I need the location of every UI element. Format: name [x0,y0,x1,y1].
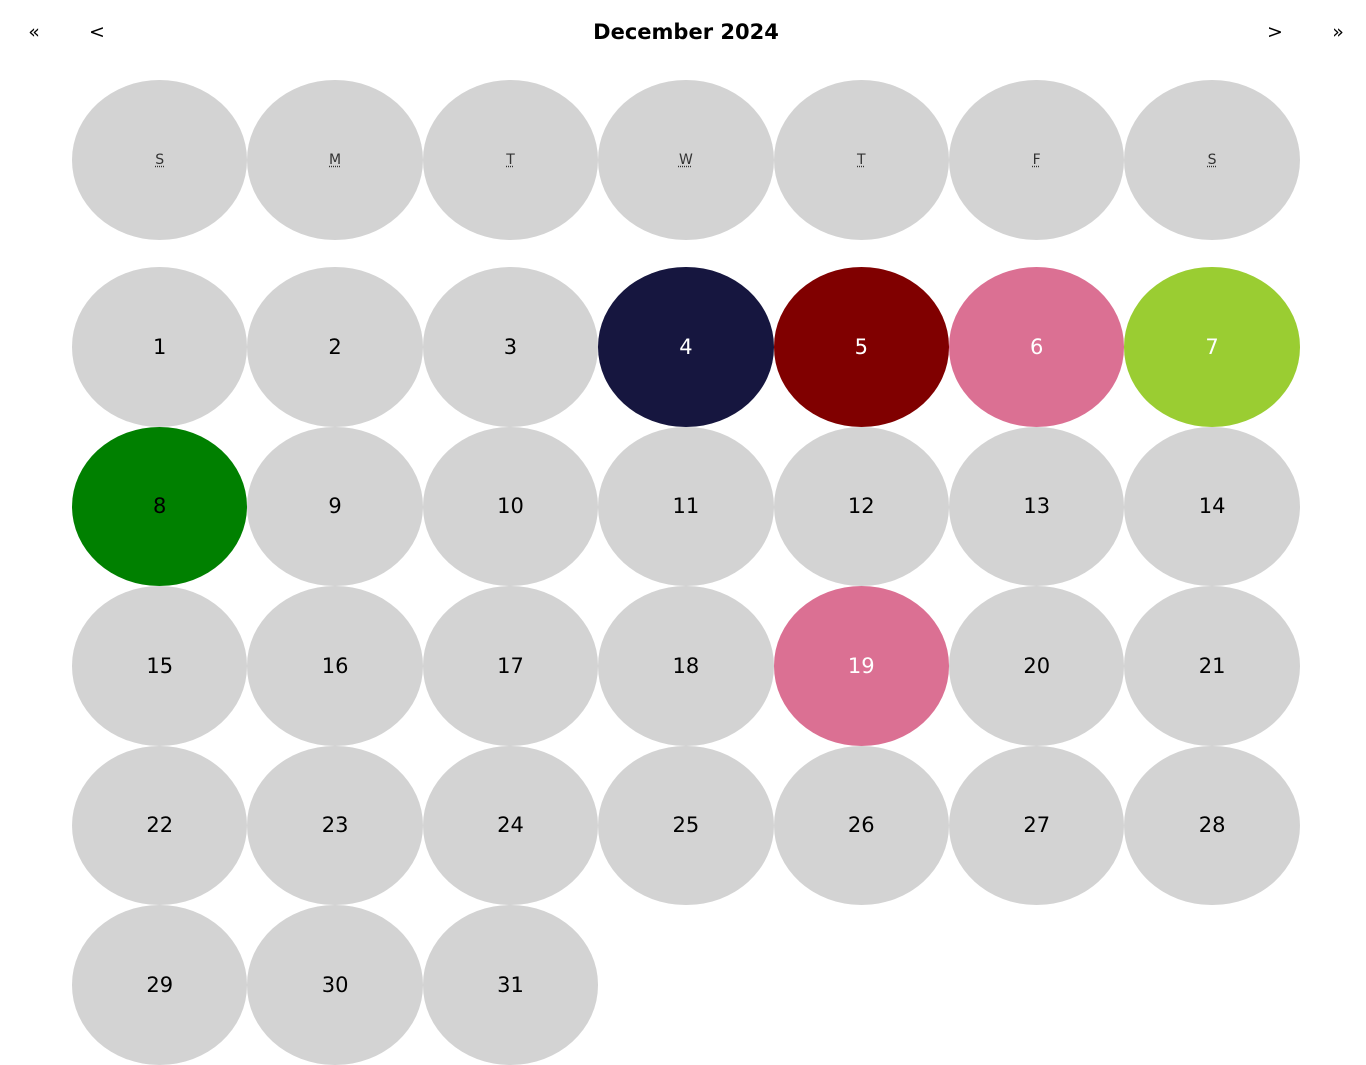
day-tile[interactable]: 7 [1124,267,1300,427]
weekday-label: T [506,152,515,168]
day-tile[interactable]: 14 [1124,426,1300,586]
day-tile[interactable]: 19 [773,586,949,746]
weekday-label: S [1207,152,1217,168]
day-tile[interactable]: 18 [598,586,774,746]
day-tile[interactable]: 11 [598,426,774,586]
weekday-thursday: T [773,80,949,240]
weekday-friday: F [949,80,1125,240]
day-tile[interactable]: 30 [247,905,423,1065]
day-tile[interactable]: 20 [949,586,1125,746]
day-tile[interactable]: 31 [422,905,599,1065]
day-tile[interactable]: 15 [72,586,248,746]
weekday-header-row: S M T W T F S [72,80,1300,240]
day-tile[interactable]: 6 [949,267,1125,427]
day-tile[interactable]: 21 [1124,586,1300,746]
day-tile[interactable]: 12 [773,426,949,586]
day-tile[interactable]: 26 [773,745,949,905]
weekday-wednesday: W [598,80,774,240]
day-tile[interactable]: 4 [598,267,774,427]
weekday-sunday: S [72,80,248,240]
weekday-tuesday: T [422,80,599,240]
day-tile[interactable]: 16 [247,586,423,746]
next-year-button[interactable]: » [1316,14,1360,50]
day-grid: 1 2 3 4 5 6 7 8 9 10 11 12 13 14 15 16 17 18 19 20 21 22 23 24 2… [72,267,1300,1065]
weekday-label: M [329,152,342,168]
day-tile[interactable]: 28 [1124,745,1300,905]
day-tile[interactable]: 2 [247,267,423,427]
prev-month-button[interactable]: < [75,14,119,50]
weekday-label: F [1032,152,1041,168]
day-tile[interactable]: 17 [422,586,599,746]
weekday-monday: M [247,80,423,240]
day-tile[interactable]: 9 [247,426,423,586]
month-year-title[interactable]: December 2024 [400,14,972,50]
calendar-navigation: « < December 2024 > » [0,0,1366,62]
day-tile[interactable]: 13 [949,426,1125,586]
weekday-saturday: S [1124,80,1300,240]
next-month-button[interactable]: > [1253,14,1297,50]
day-tile[interactable]: 22 [72,745,248,905]
day-tile[interactable]: 23 [247,745,423,905]
day-tile[interactable]: 1 [72,267,248,427]
day-tile[interactable]: 24 [422,745,599,905]
weekday-label: S [155,152,165,168]
day-tile[interactable]: 5 [773,267,949,427]
prev-year-button[interactable]: « [12,14,56,50]
day-tile[interactable]: 3 [422,267,599,427]
weekday-label: W [678,152,693,168]
weekday-label: T [857,152,866,168]
day-tile[interactable]: 25 [598,745,774,905]
day-tile[interactable]: 29 [72,905,248,1065]
day-tile[interactable]: 8 [72,426,248,586]
day-tile[interactable]: 27 [949,745,1125,905]
day-tile[interactable]: 10 [422,426,599,586]
